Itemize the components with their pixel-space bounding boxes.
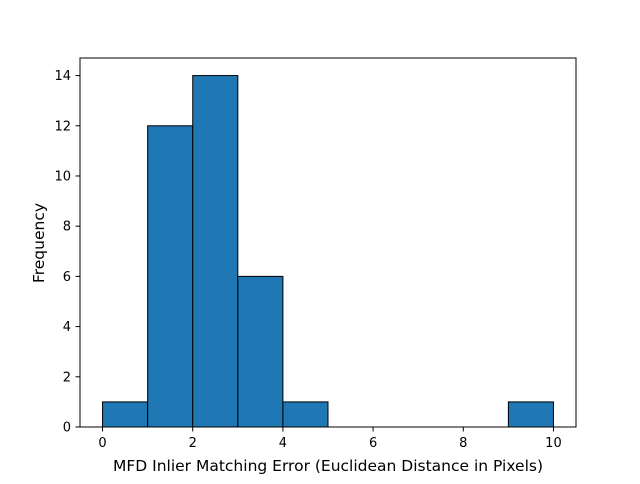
histogram-bar-3 [237,275,284,428]
histogram-bar-9 [507,401,554,428]
y-tick-label-4: 4 [63,320,71,335]
y-tick-label-14: 14 [54,69,71,84]
y-tick-label-12: 12 [54,119,71,134]
y-tick-label-10: 10 [54,169,71,184]
x-tick-label-0: 0 [98,436,106,451]
y-axis-label: Frequency [30,203,48,283]
y-tick-label-8: 8 [63,220,71,235]
x-tick-label-4: 4 [279,436,287,451]
x-tick-label-2: 2 [189,436,197,451]
x-axis-label: MFD Inlier Matching Error (Euclidean Dis… [113,457,543,475]
histogram-bar-1 [147,125,194,428]
y-tick-label-6: 6 [63,270,71,285]
histogram-bar-0 [102,401,149,428]
y-tick-label-0: 0 [63,421,71,436]
plot-frame [79,57,577,428]
ticks-layer: 0 2 4 6 8 10 0 2 4 6 8 10 12 14 [54,69,561,451]
bars-layer [102,75,554,428]
y-tick-label-2: 2 [63,370,71,385]
x-tick-label-6: 6 [369,436,377,451]
histogram-bar-4 [282,401,329,428]
x-tick-label-8: 8 [459,436,467,451]
x-tick-label-10: 10 [545,436,562,451]
histogram-bar-2 [192,75,239,428]
